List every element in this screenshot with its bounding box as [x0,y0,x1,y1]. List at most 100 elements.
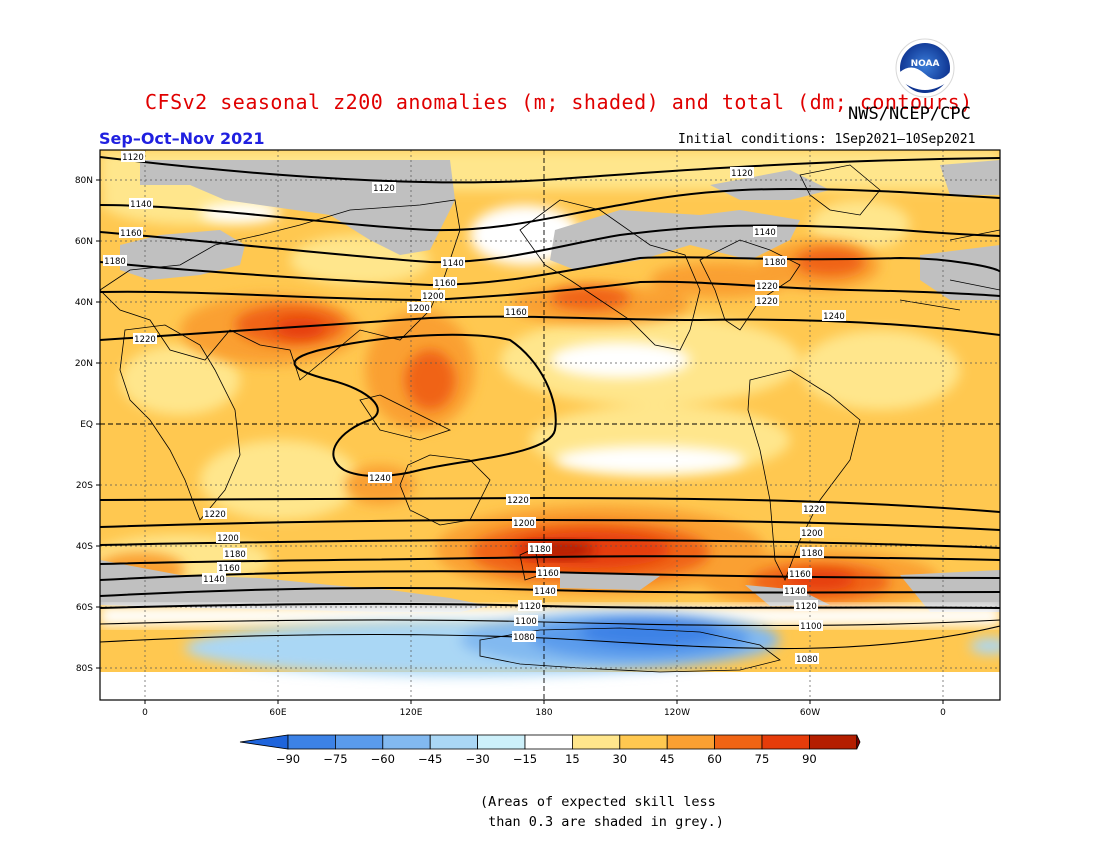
colorbar-tick-label: −30 [465,752,489,766]
contour-label: 1140 [203,575,225,585]
colorbar-tick-label: −45 [418,752,442,766]
contour-label: 1140 [442,259,464,269]
contour-label-bg [121,151,145,162]
lon-label: 120W [664,708,690,718]
contour-label-bg [512,517,536,528]
lat-label: EQ [80,420,93,430]
lon-label: 180 [535,708,552,718]
contour-label-bg [753,226,777,237]
contour-label: 1180 [764,258,786,268]
lon-label: 60W [800,708,820,718]
lat-label: 20N [75,359,93,369]
contour-label-bg [217,562,241,573]
colorbar-swatch [477,734,526,750]
colorbar-tick-label: 75 [755,752,770,766]
contour-label: 1220 [803,505,825,515]
equator-dateline-lines [100,150,1000,700]
lat-label: 80S [76,664,93,674]
contour-label: 1180 [104,257,126,267]
colorbar-swatch [714,734,763,750]
colorbar-swatch [809,734,858,750]
contour-label-bg [802,503,826,514]
contour-label: 1160 [537,569,559,579]
contour-label-bg [800,527,824,538]
agency-label: NWS/NCEP/CPC [848,104,971,124]
colorbar-swatch [572,734,621,750]
contour-label-bg [822,310,846,321]
contour-label-bg [730,167,754,178]
contour-label-bg [800,547,824,558]
contour-label-bg [119,227,143,238]
contour-label: 1120 [373,184,395,194]
season-label: Sep–Oct–Nov 2021 [99,129,265,148]
contour-label: 1220 [134,335,156,345]
contour-label-bg [129,198,153,209]
longitude-labels: 0 60E 120E 180 120W 60W 0 [142,708,946,718]
initial-conditions-label: Initial conditions: 1Sep2021–10Sep2021 [678,132,976,147]
contour-label-bg [528,543,552,554]
map-title: CFSv2 seasonal z200 anomalies (m; shaded… [145,90,973,114]
contour-label-bg [755,295,779,306]
contour-label-bg [506,494,530,505]
colorbar-tick-label: −90 [276,752,300,766]
contour-label: 1220 [204,510,226,520]
contour-label: 1200 [513,519,535,529]
lat-label: 40N [75,298,93,308]
contour-label: 1180 [801,549,823,559]
contour-label-bg [518,600,542,611]
contour-label: 1220 [507,496,529,506]
latitude-labels: 80N 60N 40N 20N EQ 20S 40S 60S 80S [75,176,93,674]
colorbar-arrow-high [856,734,861,750]
contour-label-bg [421,290,445,301]
contour-label: 1160 [505,308,527,318]
colorbar-swatch [382,734,431,750]
contour-label-bg [407,302,431,313]
contour-label: 1140 [784,587,806,597]
contour-label-bg [433,277,457,288]
contour-label-bg [788,568,812,579]
lat-label: 40S [76,542,93,552]
colorbar-swatch [619,734,668,750]
contour-label-bg [504,306,528,317]
lon-label: 60E [269,708,286,718]
lon-label: 0 [940,708,946,718]
contour-label-bg [799,620,823,631]
contour-label: 1100 [800,622,822,632]
contour-label: 1120 [795,602,817,612]
contour-label: 1120 [122,153,144,163]
colorbar-swatch [429,734,479,750]
colorbar-arrow-low [239,734,289,750]
contour-label: 1100 [515,617,537,627]
contour-label: 1200 [217,534,239,544]
colorbar: −90 −75 −60 −45 −30 −15 15 30 45 60 75 90 [239,734,861,766]
lat-label: 60S [76,603,93,613]
contour-label-bg [763,256,787,267]
contour-label-bg [368,472,392,483]
colorbar-tick-label: 60 [707,752,722,766]
noaa-logo: NOAA [895,38,955,98]
skill-note: (Areas of expected skill less than 0.3 a… [480,794,724,830]
noaa-logo-text: NOAA [911,59,940,69]
colorbar-tick-label: −60 [371,752,395,766]
lat-label: 80N [75,176,93,186]
contour-label: 1160 [789,570,811,580]
contour-label: 1120 [519,602,541,612]
contour-label-bg [216,532,240,543]
southern-thin-contours [100,619,1000,650]
lat-label: 60N [75,237,93,247]
contour-label: 1200 [801,529,823,539]
contour-label: 1080 [796,655,818,665]
contour-label: 1140 [754,228,776,238]
lon-label: 0 [142,708,148,718]
contour-label: 1180 [224,550,246,560]
contour-label-bg [223,548,247,559]
colorbar-tick-label: 90 [802,752,817,766]
contour-label: 1140 [130,200,152,210]
contour-label: 1080 [513,633,535,643]
contour-label: 1240 [823,312,845,322]
contour-label-bg [794,600,818,611]
contour-label-bg [202,573,226,584]
axis-ticks [96,179,944,704]
colorbar-tick-label: −75 [323,752,347,766]
contour-label: 1220 [756,282,778,292]
